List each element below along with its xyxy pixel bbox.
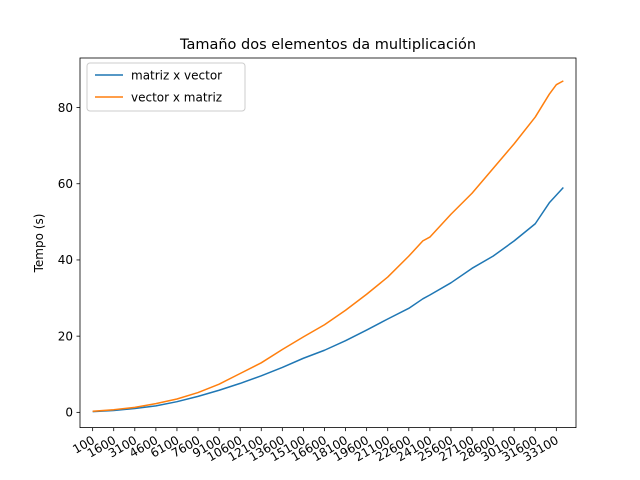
y-tick-label: 40	[58, 253, 73, 267]
legend-box	[86, 62, 246, 112]
x-axis: 1001600310046006100760091001060012100136…	[70, 427, 561, 464]
y-tick-label: 60	[58, 177, 73, 191]
y-tick-label: 0	[65, 406, 73, 420]
y-tick-label: 20	[58, 329, 73, 343]
legend-label-matriz-x-vector: matriz x vector	[131, 69, 222, 83]
legend: matriz x vector vector x matriz	[86, 62, 246, 112]
plot-area	[79, 57, 577, 429]
y-axis: 0 20 40 60 80	[58, 101, 80, 420]
series-lines	[92, 80, 564, 413]
series-line-matriz-x-vector	[92, 187, 564, 413]
chart-title: Tamaño dos elementos da multiplicación	[179, 37, 476, 53]
series-line-vector-x-matriz	[92, 80, 564, 412]
y-axis-label: Tempo (s)	[32, 214, 46, 274]
y-tick-label: 80	[58, 101, 73, 115]
legend-label-vector-x-matriz: vector x matriz	[131, 91, 222, 105]
